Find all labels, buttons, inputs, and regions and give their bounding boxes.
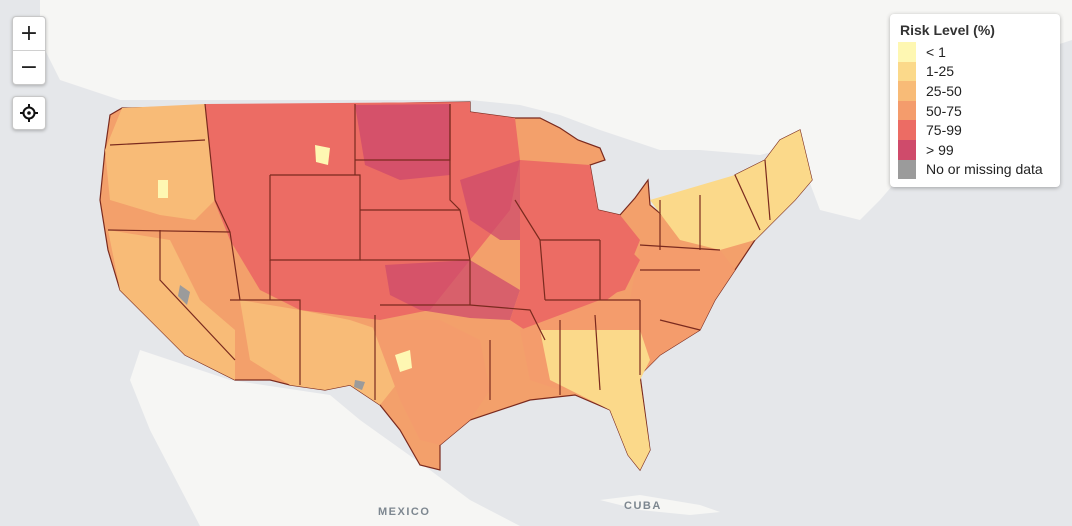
zoom-control: + − [12,16,46,85]
legend-label: 75-99 [926,122,962,139]
legend-item: < 1 [898,42,1050,62]
locate-button[interactable] [12,96,46,130]
legend-label: 25-50 [926,82,962,99]
zoom-out-button[interactable]: − [13,50,45,84]
label-cuba: CUBA [624,500,662,512]
legend-swatch [898,100,916,121]
legend-items: < 1 1-25 25-50 50-75 75-99 > 99 No or missing … [898,42,1050,180]
state-borders [107,103,771,400]
legend-label: No or missing data [926,161,1043,178]
legend-swatch [898,61,916,82]
legend-swatch [898,120,916,140]
legend-item: 50-75 [898,100,1050,121]
legend-label: < 1 [926,43,946,60]
legend-item: 1-25 [898,61,1050,82]
legend-item: No or missing data [898,159,1050,180]
legend-label: 1-25 [926,63,955,80]
legend-swatch [898,42,916,62]
legend-item: 75-99 [898,120,1050,140]
legend-label: > 99 [926,141,954,158]
canada-land [40,0,1072,220]
legend-item: > 99 [898,139,1050,160]
legend-item: 25-50 [898,81,1050,101]
crosshair-icon [20,104,38,122]
legend-swatch [898,159,916,180]
legend-title: Risk Level (%) [900,22,995,38]
mexico-land [130,350,520,526]
risk-regions [105,102,812,470]
legend-swatch [898,139,916,160]
legend: Risk Level (%) < 1 1-25 25-50 50-75 75-99 > 9… [890,14,1060,188]
label-mexico: MEXICO [378,506,431,518]
legend-swatch [898,81,916,101]
legend-label: 50-75 [926,102,962,119]
zoom-in-button[interactable]: + [19,21,39,46]
cuba-land [600,495,720,515]
